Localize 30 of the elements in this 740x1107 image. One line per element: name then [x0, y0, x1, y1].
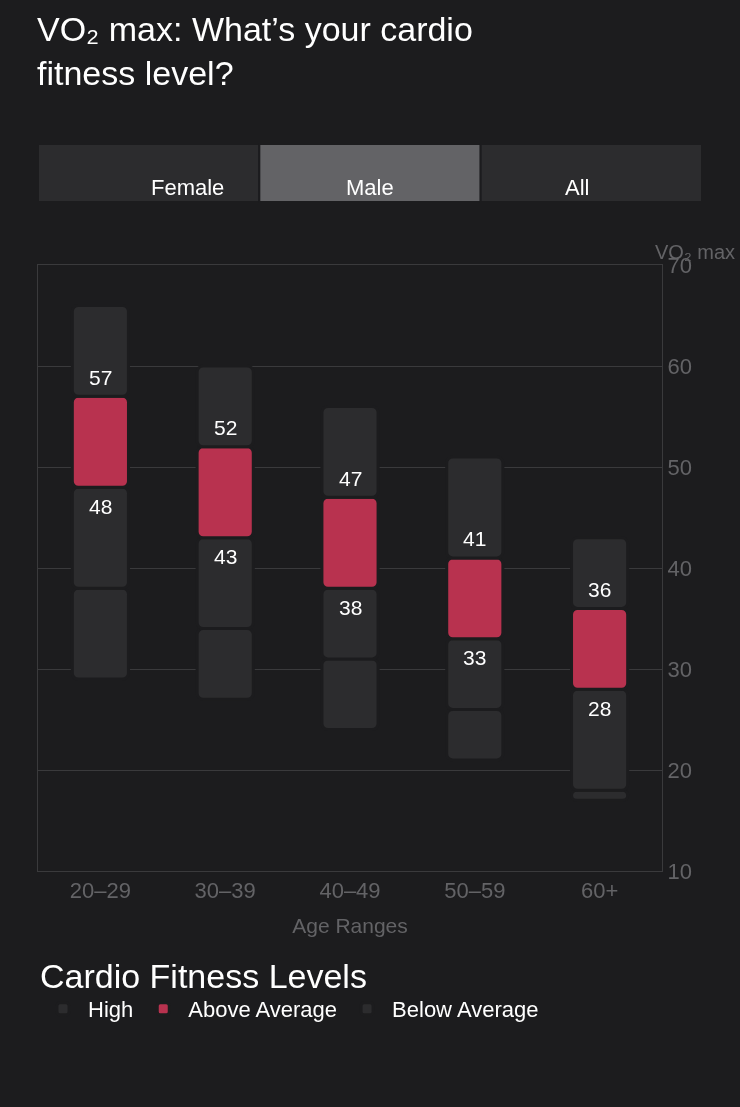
annotation: 52: [214, 416, 238, 439]
legend-label: Below Average: [392, 997, 539, 1023]
chart-title: VO₂ max: What’s your cardio fitness level?: [37, 9, 473, 92]
x-tick-label: 20–29: [69, 878, 131, 904]
y-tick-label: 20: [667, 757, 692, 783]
x-tick-label: 50–59: [444, 878, 506, 904]
annotation: 57: [89, 366, 113, 389]
y-tick-label: 60: [667, 353, 692, 379]
text: All: [565, 175, 590, 200]
y-tick-label: 10: [667, 858, 692, 884]
y-tick-label: 40: [667, 555, 692, 581]
annotation: 28: [588, 697, 612, 720]
legend-label: High: [88, 997, 134, 1023]
annotation: 41: [463, 527, 487, 550]
y-tick-label: 50: [667, 454, 692, 480]
legend-label: Above Average: [188, 997, 338, 1023]
text: Male: [346, 175, 394, 200]
annotation: 38: [339, 596, 363, 619]
x-axis-title: Age Ranges: [292, 913, 408, 937]
x-tick-label: 40–49: [319, 878, 381, 904]
annotation: 43: [214, 545, 238, 568]
annotation: 36: [588, 578, 612, 601]
legend-title: Cardio Fitness Levels: [40, 956, 367, 995]
x-tick-label: 60+: [580, 878, 619, 904]
annotation: 33: [463, 646, 487, 669]
text: Female: [151, 175, 225, 200]
x-tick-label: 30–39: [194, 878, 256, 904]
y-tick-label: 30: [667, 656, 692, 682]
annotation: 47: [339, 467, 363, 490]
annotation: 48: [89, 495, 113, 518]
